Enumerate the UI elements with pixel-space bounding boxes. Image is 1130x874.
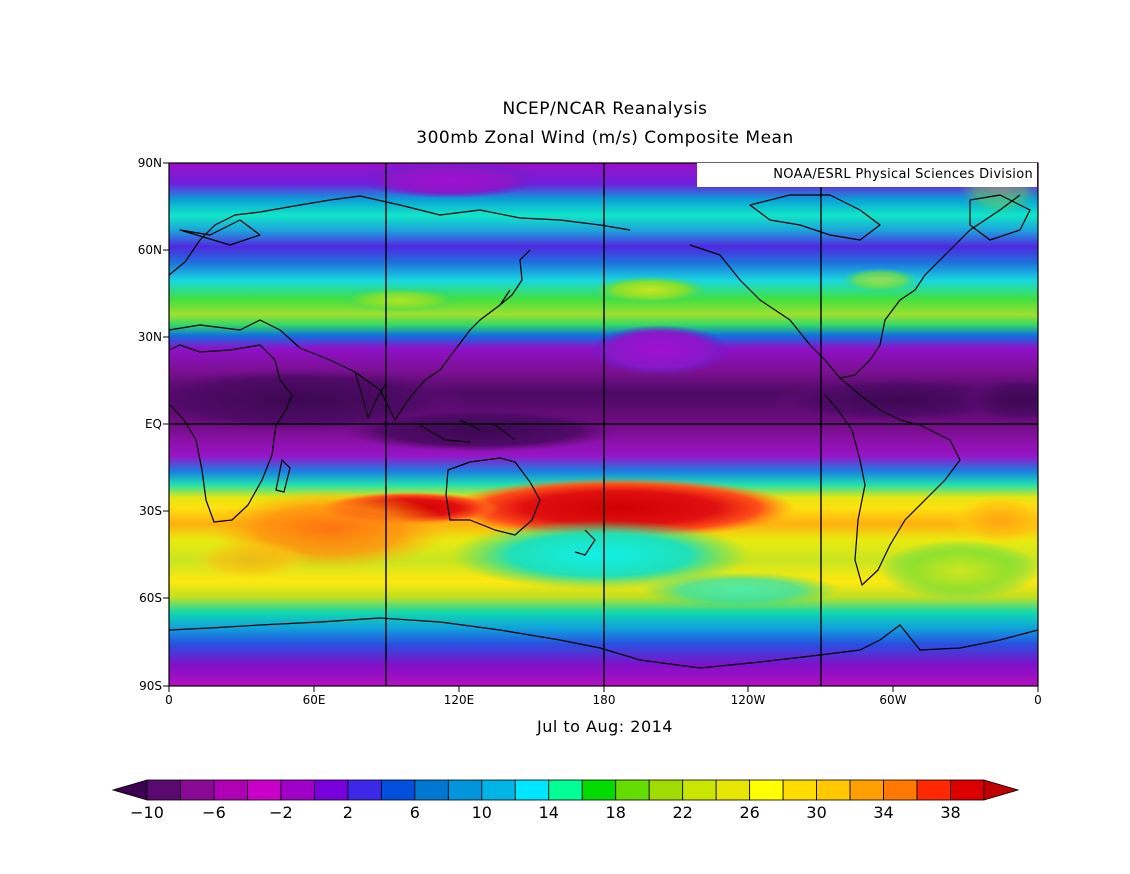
colorbar-swatch bbox=[883, 779, 918, 801]
colorbar-label: −2 bbox=[269, 803, 293, 822]
colorbar-swatch bbox=[615, 779, 650, 801]
colorbar-swatch bbox=[581, 779, 617, 801]
colorbar-swatch bbox=[380, 779, 416, 801]
lon-label-120w: 120W bbox=[730, 693, 766, 707]
colorbar-label: 34 bbox=[873, 803, 894, 822]
lat-label-90n: 90N bbox=[137, 156, 162, 170]
chart-title: NCEP/NCAR Reanalysis bbox=[502, 99, 708, 119]
lat-label-60n: 60N bbox=[137, 243, 162, 257]
lon-label-120e: 120E bbox=[443, 693, 475, 707]
lon-label-60e: 60E bbox=[302, 693, 326, 707]
colorbar bbox=[111, 779, 1020, 801]
chart-subtitle: 300mb Zonal Wind (m/s) Composite Mean bbox=[416, 128, 794, 148]
colorbar-swatch bbox=[514, 779, 550, 801]
colorbar-swatch bbox=[916, 779, 951, 801]
period-label: Jul to Aug: 2014 bbox=[537, 717, 673, 736]
lat-label-30n: 30N bbox=[137, 330, 162, 344]
colorbar-swatch bbox=[682, 779, 717, 801]
colorbar-swatch bbox=[280, 779, 315, 801]
lat-label-30s: 30S bbox=[139, 504, 162, 518]
colorbar-label: 38 bbox=[940, 803, 961, 822]
colorbar-label: 10 bbox=[471, 803, 492, 822]
colorbar-swatch bbox=[950, 779, 985, 801]
colorbar-label: 2 bbox=[342, 803, 353, 822]
colorbar-swatch bbox=[849, 779, 884, 801]
lon-label-0-east: 0 bbox=[1034, 693, 1042, 707]
colorbar-swatch bbox=[715, 779, 751, 801]
lon-label-0: 0 bbox=[165, 693, 173, 707]
colorbar-label: −6 bbox=[202, 803, 226, 822]
colorbar-swatch bbox=[816, 779, 851, 801]
lat-label-90s: 90S bbox=[139, 679, 162, 693]
colorbar-swatch bbox=[180, 779, 215, 801]
colorbar-swatch bbox=[782, 779, 817, 801]
lon-label-60w: 60W bbox=[879, 693, 907, 707]
colorbar-swatch bbox=[648, 779, 684, 801]
colorbar-swatch bbox=[447, 779, 483, 801]
colorbar-swatch bbox=[749, 779, 784, 801]
colorbar-swatch bbox=[213, 779, 248, 801]
colorbar-label: 18 bbox=[605, 803, 626, 822]
colorbar-swatch bbox=[146, 779, 181, 801]
colorbar-label: 30 bbox=[806, 803, 827, 822]
colorbar-swatch bbox=[548, 779, 583, 801]
colorbar-swatch bbox=[313, 779, 349, 801]
colorbar-label: 26 bbox=[739, 803, 760, 822]
colorbar-label: 22 bbox=[672, 803, 693, 822]
colorbar-label: −10 bbox=[130, 803, 164, 822]
credit-label: NOAA/ESRL Physical Sciences Division bbox=[697, 163, 1037, 187]
colorbar-swatch bbox=[247, 779, 282, 801]
colorbar-swatch bbox=[347, 779, 382, 801]
colorbar-max-arrow bbox=[983, 779, 1020, 801]
lat-label-eq: EQ bbox=[144, 417, 162, 431]
colorbar-min-arrow bbox=[111, 779, 148, 801]
lon-label-180: 180 bbox=[592, 693, 616, 707]
colorbar-swatch bbox=[481, 779, 516, 801]
lat-label-60s: 60S bbox=[139, 591, 162, 605]
colorbar-label: 6 bbox=[409, 803, 420, 822]
colorbar-label: 14 bbox=[538, 803, 559, 822]
colorbar-swatch bbox=[414, 779, 449, 801]
